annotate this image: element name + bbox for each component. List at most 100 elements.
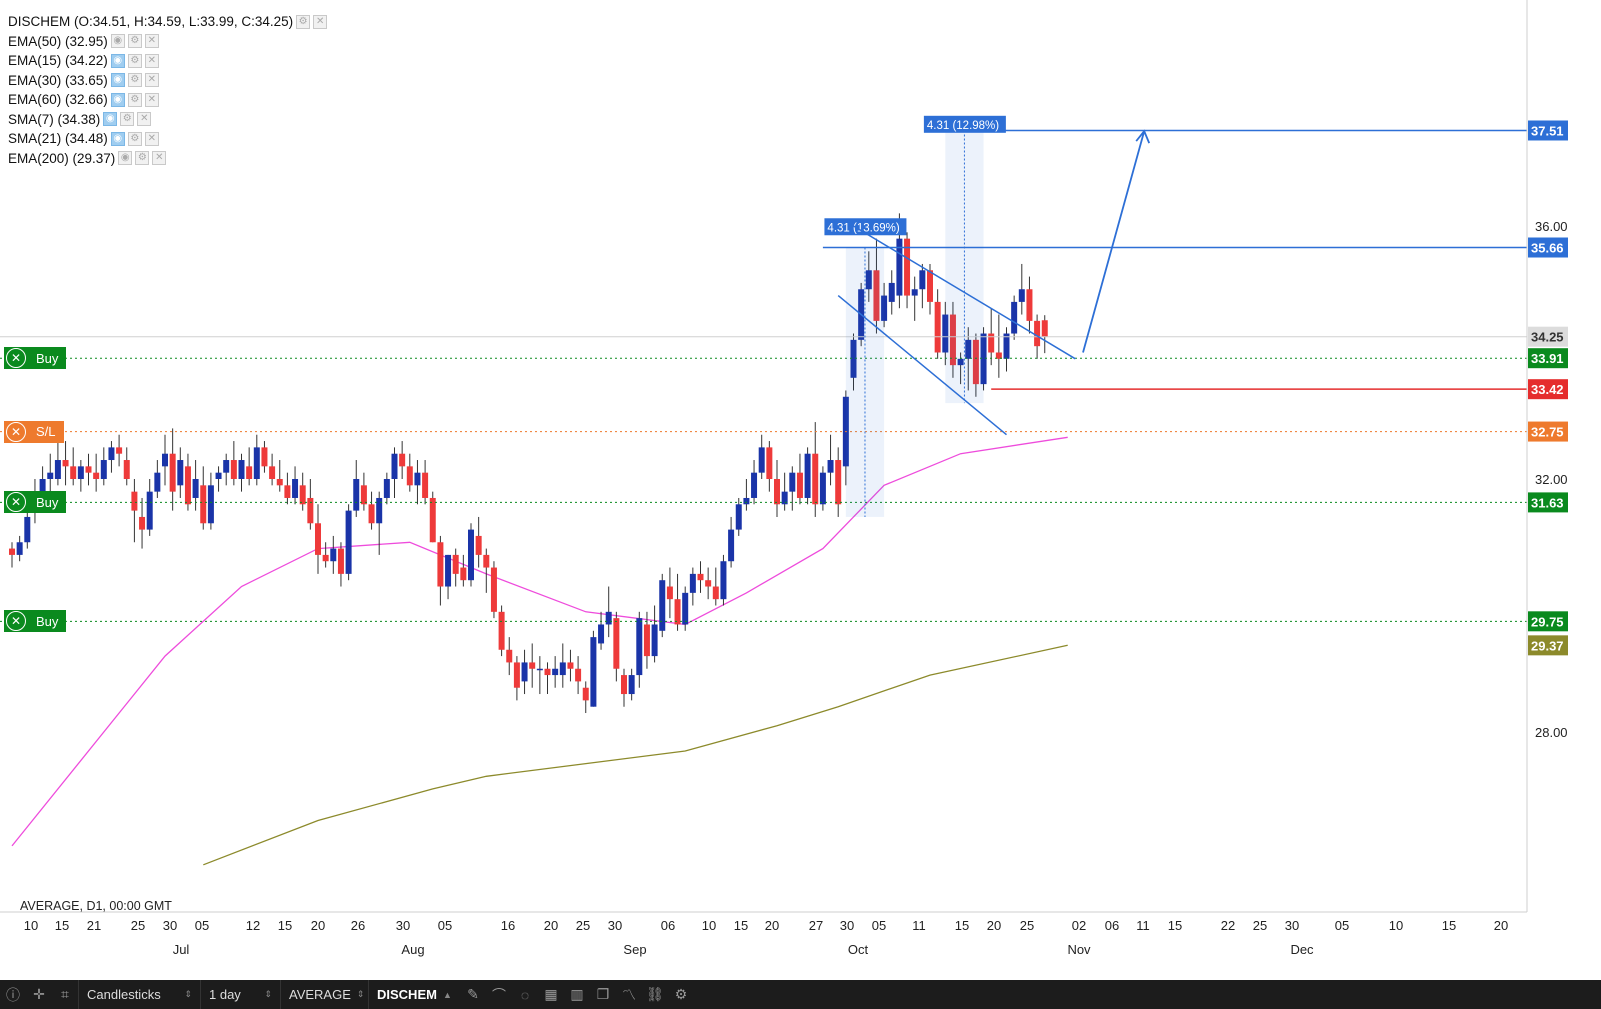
close-icon[interactable]: ✕ bbox=[152, 151, 167, 166]
buy-order-label[interactable]: ✕ Buy bbox=[4, 610, 67, 633]
close-icon[interactable]: ✕ bbox=[144, 73, 159, 88]
settings-icon[interactable]: ⚙ bbox=[127, 53, 142, 68]
x-tick-label: 22 bbox=[1221, 918, 1235, 933]
candle bbox=[728, 516, 735, 568]
close-icon[interactable]: ✕ bbox=[144, 53, 159, 68]
candle bbox=[995, 314, 1002, 378]
eye-icon[interactable]: ◉ bbox=[110, 53, 125, 68]
price-tag: 33.91 bbox=[1528, 348, 1568, 369]
close-icon[interactable]: ✕ bbox=[6, 348, 26, 369]
close-icon[interactable]: ✕ bbox=[313, 14, 328, 29]
close-icon[interactable]: ✕ bbox=[6, 421, 26, 442]
settings-icon[interactable]: ⚙ bbox=[127, 92, 142, 107]
candle-body bbox=[123, 460, 130, 479]
candle-body bbox=[751, 472, 758, 498]
settings-icon[interactable]: ⚙ bbox=[296, 14, 311, 29]
gear-icon[interactable]: ⚙ bbox=[674, 986, 688, 1002]
candle-body bbox=[720, 561, 727, 600]
trend-icon[interactable]: 〽 bbox=[622, 986, 636, 1003]
candle-body bbox=[16, 542, 23, 555]
link-icon[interactable]: ⛓ bbox=[646, 986, 664, 1002]
candle-body bbox=[108, 447, 115, 461]
price-type-select[interactable]: AVERAGE ⇕ bbox=[280, 980, 368, 1009]
indicator-row[interactable]: SMA(21) (34.48) ◉ ⚙ ✕ bbox=[8, 129, 327, 149]
close-icon[interactable]: ✕ bbox=[144, 92, 159, 107]
candle-body bbox=[184, 466, 191, 505]
candle bbox=[1026, 276, 1033, 334]
candle-body bbox=[116, 447, 123, 454]
buy-order-label[interactable]: ✕ Buy bbox=[4, 347, 67, 370]
close-icon[interactable]: ✕ bbox=[137, 112, 152, 127]
hide-icon[interactable]: ◌ bbox=[520, 986, 530, 1003]
candle-body bbox=[154, 472, 161, 492]
candle-body bbox=[93, 472, 100, 479]
close-icon[interactable]: ✕ bbox=[144, 34, 159, 49]
price-tag-bg bbox=[1528, 492, 1568, 513]
indicator-row[interactable]: EMA(30) (33.65) ◉ ⚙ ✕ bbox=[8, 71, 327, 91]
x-tick-label: 10 bbox=[1389, 918, 1403, 933]
indicator-row[interactable]: EMA(60) (32.66) ◉ ⚙ ✕ bbox=[8, 90, 327, 110]
pencil-icon[interactable]: ✎ bbox=[467, 986, 479, 1002]
candle-body bbox=[942, 314, 949, 353]
candle-body bbox=[399, 453, 406, 467]
candle bbox=[720, 554, 727, 606]
indicator-label: SMA(7) (34.38) bbox=[8, 111, 101, 127]
magnet-icon[interactable]: ⌒ bbox=[492, 986, 506, 1003]
chart-type-select[interactable]: Candlesticks ⇕ bbox=[78, 980, 200, 1009]
candle bbox=[54, 441, 61, 486]
close-icon[interactable]: ✕ bbox=[144, 131, 159, 146]
calendar-icon[interactable]: ▦ bbox=[544, 986, 558, 1002]
symbol-select[interactable]: DISCHEM ▲ bbox=[368, 980, 456, 1009]
candle bbox=[16, 535, 23, 562]
x-tick-label: 20 bbox=[311, 918, 325, 933]
settings-icon[interactable]: ⚙ bbox=[127, 131, 142, 146]
candle bbox=[215, 466, 222, 492]
measure-label-bg bbox=[824, 218, 907, 236]
x-tick-label: 30 bbox=[608, 918, 622, 933]
candle bbox=[85, 453, 92, 486]
settings-icon[interactable]: ⚙ bbox=[127, 34, 142, 49]
settings-icon[interactable]: ⚙ bbox=[120, 112, 135, 127]
crop-icon[interactable]: ⌗ bbox=[61, 986, 69, 1002]
channel-upper bbox=[853, 225, 1076, 360]
crosshair-icon[interactable]: ✛ bbox=[33, 986, 45, 1002]
stop-loss-label[interactable]: ✕ S/L bbox=[4, 420, 64, 443]
measure-label-bg bbox=[923, 115, 1006, 133]
candle-body bbox=[62, 460, 69, 467]
close-icon[interactable]: ✕ bbox=[6, 611, 26, 632]
candle bbox=[613, 611, 620, 682]
info-icon[interactable]: ⓘ bbox=[6, 986, 20, 1003]
candle-body bbox=[728, 529, 735, 562]
eye-icon[interactable]: ◉ bbox=[110, 131, 125, 146]
candle-body bbox=[575, 668, 582, 682]
candle-body bbox=[284, 485, 291, 498]
candle-body bbox=[483, 554, 490, 568]
indicator-row[interactable]: EMA(15) (34.22) ◉ ⚙ ✕ bbox=[8, 51, 327, 71]
candle-body bbox=[337, 548, 344, 574]
indicator-row[interactable]: EMA(200) (29.37) ◉ ⚙ ✕ bbox=[8, 149, 327, 169]
settings-icon[interactable]: ⚙ bbox=[135, 151, 150, 166]
copy-icon[interactable]: ❐ bbox=[596, 986, 610, 1002]
candle-body bbox=[666, 586, 673, 600]
eye-icon[interactable]: ◉ bbox=[110, 92, 125, 107]
candle bbox=[513, 656, 520, 701]
x-tick-label: 20 bbox=[765, 918, 779, 933]
indicator-row[interactable]: EMA(50) (32.95) ◉ ⚙ ✕ bbox=[8, 32, 327, 52]
candle bbox=[904, 232, 911, 309]
timeframe-select[interactable]: 1 day ⇕ bbox=[200, 980, 280, 1009]
eye-icon[interactable]: ◉ bbox=[118, 151, 133, 166]
indicator-row[interactable]: SMA(7) (34.38) ◉ ⚙ ✕ bbox=[8, 110, 327, 130]
buy-order-label[interactable]: ✕ Buy bbox=[4, 491, 67, 514]
eye-icon[interactable]: ◉ bbox=[103, 112, 118, 127]
candle-body bbox=[598, 624, 605, 644]
candle-body bbox=[972, 339, 979, 385]
settings-icon[interactable]: ⚙ bbox=[127, 73, 142, 88]
chart-icon[interactable]: ▥ bbox=[570, 986, 584, 1002]
eye-icon[interactable]: ◉ bbox=[110, 73, 125, 88]
candle-body bbox=[774, 479, 780, 505]
candle-body bbox=[200, 485, 207, 524]
price-chart[interactable]: 4.31 (13.69%) 4.31 (12.98%) 28.00 32.00 36.… bbox=[0, 0, 1601, 980]
candle bbox=[1041, 315, 1048, 354]
close-icon[interactable]: ✕ bbox=[6, 492, 26, 513]
eye-icon[interactable]: ◉ bbox=[110, 34, 125, 49]
